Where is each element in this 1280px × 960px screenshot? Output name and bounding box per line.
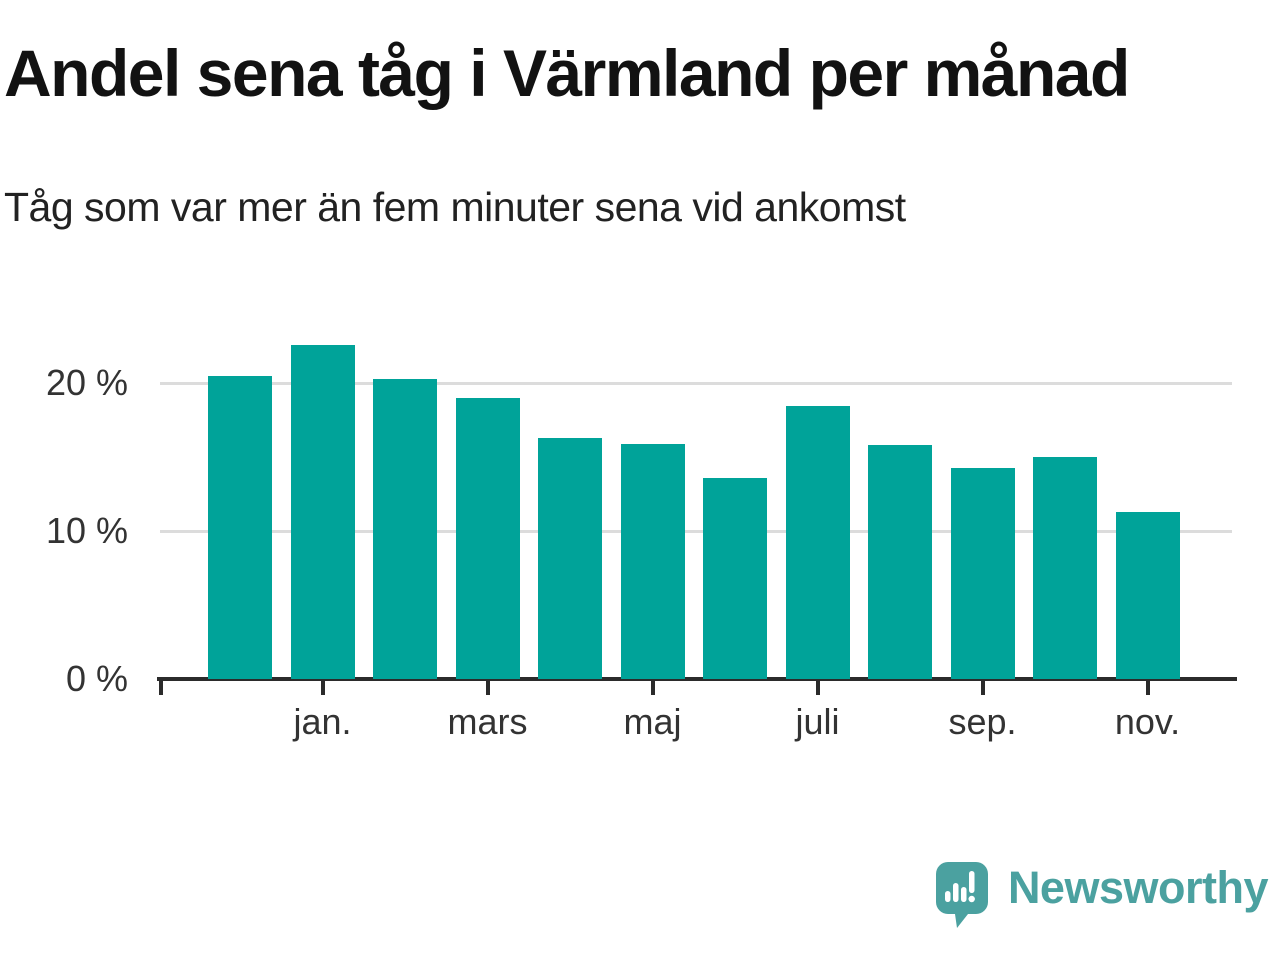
- axis-tick: [485, 681, 490, 695]
- bar: [208, 376, 272, 679]
- x-axis-line: [157, 677, 1237, 681]
- x-axis-label: maj: [623, 701, 682, 742]
- bar: [538, 438, 602, 679]
- x-axis-label: jan.: [293, 701, 352, 742]
- y-axis-label: 20 %: [45, 362, 128, 404]
- page-title: Andel sena tåg i Värmland per månad: [4, 36, 1130, 110]
- bar: [950, 467, 1015, 679]
- logo-wordmark: Newsworthy: [1007, 862, 1269, 913]
- x-axis-label: mars: [447, 701, 528, 742]
- axis-tick: [320, 681, 325, 695]
- page-subtitle: Tåg som var mer än fem minuter sena vid …: [4, 184, 906, 230]
- axis-tick: [650, 681, 655, 695]
- x-axis-label: nov.: [1114, 701, 1181, 742]
- bar: [868, 445, 932, 679]
- x-axis-label: sep.: [948, 701, 1017, 742]
- y-axis-label: 10 %: [45, 510, 128, 552]
- gridline: [160, 381, 1232, 385]
- bar: [1033, 457, 1097, 679]
- bar: [620, 444, 685, 679]
- bar: [703, 478, 767, 679]
- y-axis-label: 0 %: [65, 658, 128, 699]
- gridline: [160, 529, 1232, 533]
- bar: [1115, 512, 1180, 679]
- axis-tick: [980, 681, 985, 695]
- bar: [785, 405, 850, 679]
- bar: [373, 378, 437, 679]
- bar: [455, 398, 520, 679]
- x-axis-label: juli: [795, 701, 840, 742]
- plot-area: 0 % 10 % 20 % jan. mars maj juli sep. nov.: [46, 329, 1237, 742]
- newsworthy-logo: Newsworthy: [935, 862, 1269, 936]
- axis-origin-tick: [159, 681, 163, 695]
- axis-tick: [1145, 681, 1150, 695]
- axis-tick: [815, 681, 820, 695]
- logo-speech-bubble-chart-icon: [935, 862, 988, 928]
- bar: [290, 344, 355, 679]
